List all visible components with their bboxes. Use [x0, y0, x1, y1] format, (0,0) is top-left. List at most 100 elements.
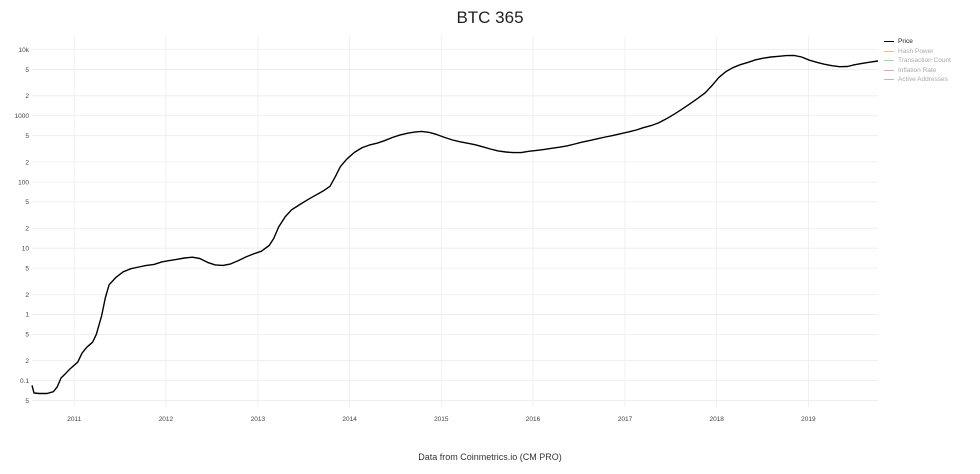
data-point	[697, 98, 698, 99]
data-point	[39, 393, 40, 394]
data-point	[253, 253, 254, 254]
legend-label: Inflation Rate	[898, 66, 937, 74]
legend-item-price[interactable]: Price	[884, 37, 951, 47]
data-point	[81, 353, 82, 354]
legend-item-inflation-rate[interactable]: Inflation Rate	[884, 66, 951, 76]
data-point	[64, 374, 65, 375]
data-point	[123, 271, 124, 272]
data-point	[459, 141, 460, 142]
y-tick-label: 5	[25, 398, 29, 405]
data-point	[138, 266, 139, 267]
chart-title: BTC 365	[456, 8, 524, 27]
data-point	[399, 135, 400, 136]
data-point	[96, 334, 97, 335]
data-point	[230, 263, 231, 264]
data-point	[192, 257, 193, 258]
legend-swatch	[884, 69, 894, 71]
legend-swatch	[884, 79, 894, 81]
data-point	[261, 251, 262, 252]
y-tick-label: 2	[25, 159, 29, 166]
chart-grid	[32, 36, 878, 407]
chart-legend: Price Hash Power Transaction Count Inflatio…	[884, 37, 951, 85]
y-tick-label: 5	[25, 265, 29, 272]
data-point	[505, 151, 506, 152]
data-point	[801, 56, 802, 57]
legend-label: Hash Power	[898, 47, 934, 55]
y-tick-label: 10	[22, 245, 30, 252]
data-point	[770, 56, 771, 57]
y-tick-label: 5	[25, 67, 29, 74]
legend-item-hash-power[interactable]: Hash Power	[884, 47, 951, 57]
y-tick-label: 5	[25, 199, 29, 206]
y-tick-label: 1000	[15, 113, 30, 120]
x-tick-label: 2012	[159, 416, 174, 423]
data-point	[490, 148, 491, 149]
data-point	[755, 59, 756, 60]
data-point	[146, 265, 147, 266]
data-point	[429, 132, 430, 133]
data-point	[384, 140, 385, 141]
data-point	[101, 315, 102, 316]
y-tick-label: 5	[25, 332, 29, 339]
data-point	[651, 125, 652, 126]
data-point	[69, 368, 70, 369]
data-point	[306, 200, 307, 201]
data-point	[47, 393, 48, 394]
data-point	[718, 77, 719, 78]
data-point	[130, 268, 131, 269]
data-point	[109, 284, 110, 285]
data-point	[551, 148, 552, 149]
data-point	[199, 258, 200, 259]
data-point	[740, 64, 741, 65]
data-point	[536, 150, 537, 151]
data-point	[831, 65, 832, 66]
data-point	[105, 297, 106, 298]
data-point	[747, 62, 748, 63]
data-point	[628, 131, 629, 132]
data-point	[544, 149, 545, 150]
data-point	[246, 256, 247, 257]
data-point	[689, 104, 690, 105]
legend-item-active-addresses[interactable]: Active Addresses	[884, 75, 951, 85]
data-point	[314, 195, 315, 196]
y-tick-label: 2	[25, 93, 29, 100]
data-point	[854, 64, 855, 65]
data-point	[362, 147, 363, 148]
data-point	[839, 66, 840, 67]
data-point	[369, 145, 370, 146]
data-point	[444, 137, 445, 138]
data-point	[521, 152, 522, 153]
data-point	[407, 133, 408, 134]
data-point	[86, 347, 87, 348]
data-point	[467, 143, 468, 144]
data-point	[57, 387, 58, 388]
chart-series	[31, 54, 879, 395]
data-point	[636, 129, 637, 130]
data-point	[498, 150, 499, 151]
series-line-price	[31, 54, 879, 395]
data-point	[238, 260, 239, 261]
legend-swatch	[884, 41, 894, 43]
data-point	[154, 264, 155, 265]
data-point	[291, 209, 292, 210]
data-point	[376, 143, 377, 144]
data-point	[33, 392, 34, 393]
data-point	[285, 216, 286, 217]
x-tick-label: 2018	[709, 416, 724, 423]
data-point	[53, 391, 54, 392]
data-point	[222, 265, 223, 266]
data-point	[215, 264, 216, 265]
data-point	[482, 146, 483, 147]
legend-item-transaction-count[interactable]: Transaction Count	[884, 56, 951, 66]
data-point	[513, 152, 514, 153]
data-point	[597, 138, 598, 139]
data-point	[177, 259, 178, 260]
data-point	[169, 260, 170, 261]
data-point	[299, 204, 300, 205]
data-point	[643, 127, 644, 128]
legend-label: Transaction Count	[898, 57, 951, 64]
data-point	[566, 145, 567, 146]
data-point	[817, 62, 818, 63]
data-point	[269, 245, 270, 246]
